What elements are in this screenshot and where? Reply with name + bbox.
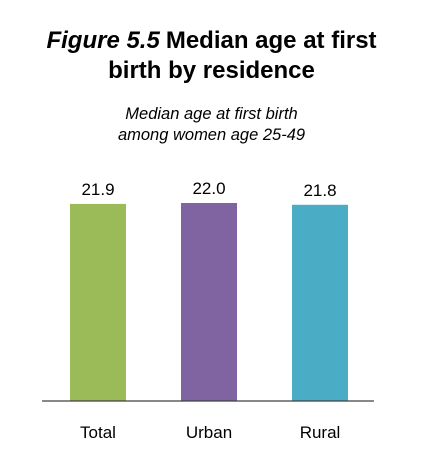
- value-label-rural: 21.8: [303, 181, 336, 200]
- figure-number: Figure 5.5: [46, 27, 160, 54]
- chart-subtitle-line1: Median age at first birth: [125, 105, 298, 123]
- bar-urban: [181, 203, 237, 401]
- category-label-total: Total: [80, 423, 116, 442]
- value-label-total: 21.9: [81, 180, 114, 199]
- category-label-urban: Urban: [186, 423, 232, 442]
- figure-title-line1: Median age at first: [165, 27, 377, 54]
- category-label-rural: Rural: [300, 423, 341, 442]
- value-label-urban: 22.0: [192, 179, 225, 198]
- figure-title: Figure 5.5 Median age at first birth by r…: [0, 26, 423, 86]
- chart-subtitle-line2: among women age 25-49: [117, 126, 306, 144]
- chart-subtitle: Median age at first birth among women ag…: [0, 104, 423, 146]
- figure-title-line2: birth by residence: [108, 57, 315, 84]
- bar-rural: [292, 204, 348, 401]
- bar-total: [70, 203, 126, 401]
- category-label-group: Total Urban Rural: [80, 423, 340, 442]
- bar-group: [70, 203, 348, 401]
- value-label-group: 21.9 22.0 21.8: [81, 179, 336, 200]
